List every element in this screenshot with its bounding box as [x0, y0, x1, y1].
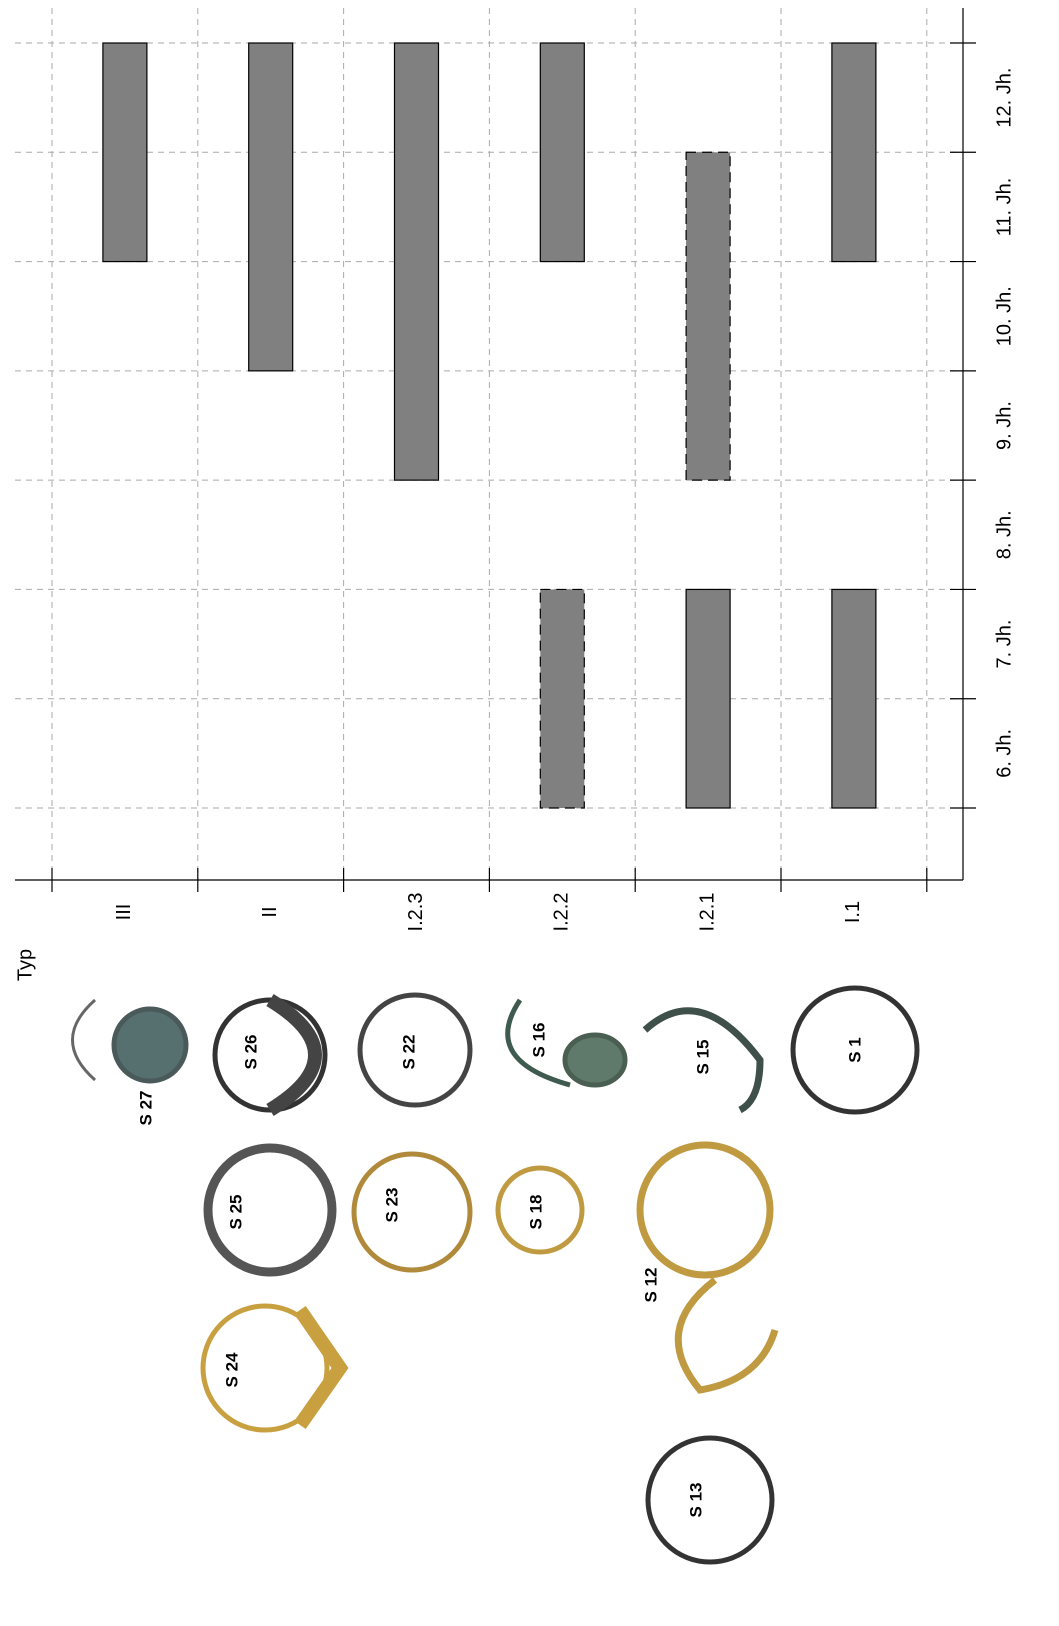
- specimen-label: S 1: [845, 1037, 864, 1063]
- x-tick-label: I.2.2: [551, 893, 573, 932]
- range-bar: [686, 152, 730, 480]
- x-tick-label: I.2.1: [696, 893, 718, 932]
- chart: 6. Jh. 7. Jh. 8. Jh. 9. Jh. 10. Jh. 11. Jh. 12…: [0, 0, 1059, 1626]
- x-tick-label: I.2.3: [405, 893, 427, 932]
- specimen-label: S 12: [641, 1268, 660, 1303]
- y-tick-label: 6. Jh.: [993, 729, 1015, 778]
- x-tick-label: I.1: [842, 901, 864, 923]
- y-tick-label: 11. Jh.: [993, 178, 1015, 237]
- range-bar: [540, 43, 584, 262]
- ring-image: [678, 1280, 775, 1390]
- x-tick-label: II: [259, 906, 281, 917]
- specimen-label: S 27: [136, 1091, 155, 1126]
- specimen-label: S 18: [526, 1195, 545, 1230]
- ring-image: [640, 1145, 770, 1275]
- range-bar: [395, 43, 439, 480]
- specimen-label: S 13: [686, 1483, 705, 1518]
- y-tick-label: 9. Jh.: [993, 401, 1015, 450]
- ring-image: [648, 1438, 772, 1562]
- range-bar: [540, 589, 584, 808]
- ring-image: [73, 1000, 96, 1080]
- y-tick-label: 12. Jh.: [993, 68, 1015, 128]
- ring-image: [300, 1310, 340, 1425]
- specimen-images: [73, 988, 918, 1562]
- specimen-label: S 24: [222, 1352, 241, 1388]
- ring-image: [354, 1154, 470, 1270]
- specimen-label: S 26: [241, 1035, 260, 1070]
- y-tick-label: 8. Jh.: [993, 510, 1015, 559]
- range-bar: [686, 589, 730, 808]
- y-tick-label: 7. Jh.: [993, 620, 1015, 669]
- y-tick-label: 10. Jh.: [993, 286, 1015, 346]
- specimen-label: S 16: [529, 1023, 548, 1058]
- range-bar: [249, 43, 293, 371]
- range-bar: [103, 43, 147, 262]
- ring-image: [114, 1009, 186, 1081]
- category-axis-title: Typ: [14, 949, 36, 981]
- specimen-label: S 23: [382, 1188, 401, 1223]
- ring-image: [565, 1035, 625, 1085]
- x-tick-label: III: [113, 904, 135, 921]
- specimen-label: S 15: [693, 1040, 712, 1075]
- range-bar: [832, 589, 876, 808]
- specimen-label: S 25: [226, 1195, 245, 1230]
- range-bar: [832, 43, 876, 262]
- specimen-label: S 22: [399, 1035, 418, 1070]
